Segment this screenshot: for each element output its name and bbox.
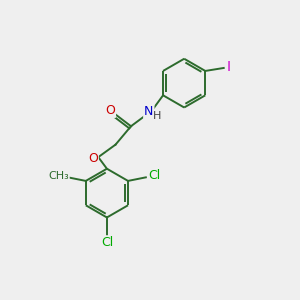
Text: CH₃: CH₃ [48, 171, 69, 181]
Text: O: O [105, 104, 115, 117]
Text: O: O [88, 152, 98, 164]
Text: Cl: Cl [101, 236, 113, 249]
Text: N: N [144, 105, 154, 118]
Text: I: I [227, 60, 231, 74]
Text: H: H [153, 111, 161, 121]
Text: Cl: Cl [148, 169, 160, 182]
